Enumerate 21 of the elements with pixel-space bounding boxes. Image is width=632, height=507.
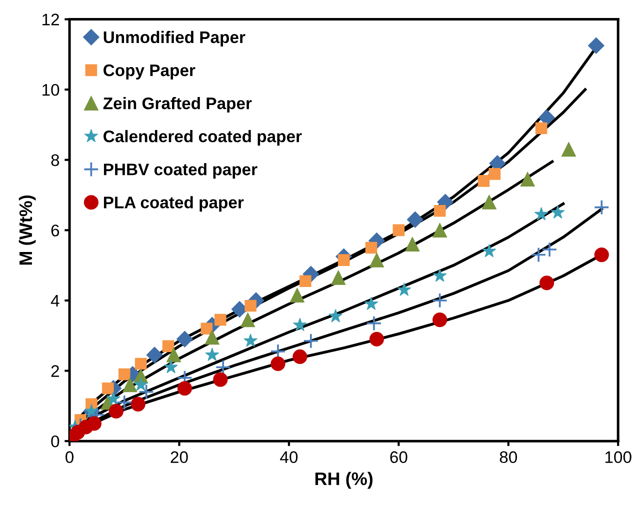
legend-label: Copy Paper <box>104 64 196 80</box>
y-tick-label: 8 <box>51 154 60 166</box>
x-tick-label: 40 <box>280 451 298 464</box>
legend-label: Unmodified Paper <box>104 30 246 46</box>
y-tick-label: 2 <box>51 365 59 377</box>
x-tick-label: 60 <box>390 451 408 464</box>
legend-label: PLA coated paper <box>104 196 244 212</box>
x-tick-label: 20 <box>170 451 188 464</box>
y-axis-title: M (Wt%) <box>18 195 36 265</box>
y-tick-label: 6 <box>51 224 60 236</box>
y-tick-label: 0 <box>51 435 60 448</box>
x-tick-label: 80 <box>500 451 517 464</box>
y-tick-label: 12 <box>42 14 59 26</box>
legend-label: PHBV coated paper <box>104 163 258 179</box>
x-axis-title: RH (%) <box>315 472 372 489</box>
y-tick-label: 4 <box>50 295 60 307</box>
legend-label: Zein Grafted Paper <box>103 97 252 113</box>
x-tick-label: 100 <box>605 451 632 464</box>
x-tick-label: 0 <box>66 451 74 464</box>
legend-label: Calendered coated paper <box>104 130 302 146</box>
y-tick-label: 10 <box>42 84 60 96</box>
